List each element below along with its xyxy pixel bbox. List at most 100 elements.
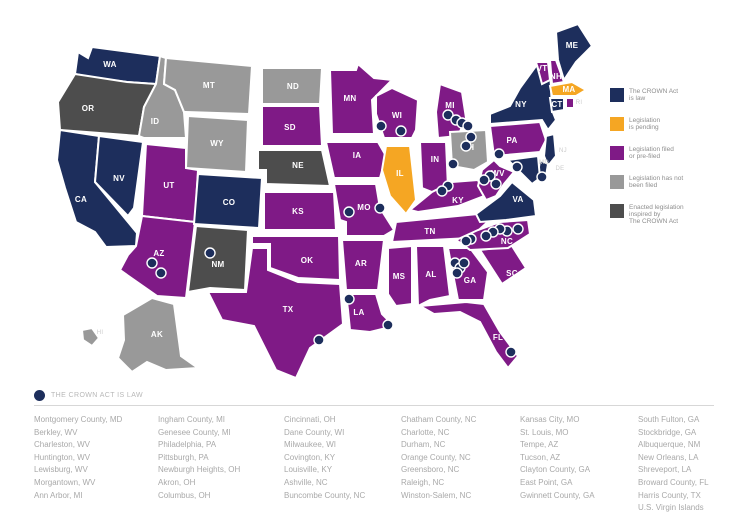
state-hi <box>80 326 101 348</box>
law-marker-dot <box>375 120 387 132</box>
label-mi: MI <box>445 101 455 110</box>
locality: Morgantown, WV <box>34 477 96 487</box>
label-ks: KS <box>292 207 304 216</box>
locality: Philadelphia, PA <box>158 440 217 450</box>
locality: Covington, KY <box>284 452 336 462</box>
locality: Newburgh Heights, OH <box>158 465 241 475</box>
law-marker-dot <box>480 230 492 242</box>
law-marker-dot <box>460 140 472 152</box>
law-marker-dot <box>460 235 472 247</box>
localities-column-3: Cincinnati, OH Dane County, WI Milwaukee… <box>284 414 404 502</box>
label-nm: NM <box>211 260 224 269</box>
locality: Chatham County, NC <box>401 415 477 424</box>
label-az: AZ <box>153 249 164 258</box>
state-nd <box>261 67 324 105</box>
locality: Columbus, OH <box>158 490 211 500</box>
localities-column-2: Ingham County, MI Genesee County, MI Phi… <box>158 414 278 502</box>
state-ms <box>387 244 413 308</box>
law-marker-dot <box>343 206 355 218</box>
label-wi: WI <box>392 111 402 120</box>
law-marker-dot <box>436 185 448 197</box>
locality: Milwaukee, WI <box>284 440 337 450</box>
law-marker-dot <box>505 346 517 358</box>
label-ri: RI <box>576 100 583 106</box>
locality: Broward County, FL <box>638 477 709 487</box>
state-ks <box>263 191 338 231</box>
label-ca: CA <box>75 195 87 204</box>
label-sd: SD <box>284 123 296 132</box>
legend-label-filed: Legislation filed or pre-filed <box>629 146 674 160</box>
locality: Akron, OH <box>158 477 196 487</box>
legend-label-not-filed: Legislation has not been filed <box>629 175 684 189</box>
label-me: ME <box>566 41 579 50</box>
label-mt: MT <box>203 81 215 90</box>
state-vt <box>534 61 552 86</box>
law-marker-dot <box>442 109 454 121</box>
state-fl <box>416 300 520 370</box>
law-marker-dot <box>343 293 355 305</box>
label-id: ID <box>151 117 160 126</box>
legend: The CROWN Act is law Legislation is pend… <box>610 88 720 233</box>
legend-swatch-enacted <box>610 88 624 102</box>
locality: Montgomery County, MD <box>34 415 123 424</box>
law-marker-dot <box>204 247 216 259</box>
label-wa: WA <box>103 60 117 69</box>
localities-column-4: Chatham County, NC Charlotte, NC Durham,… <box>401 414 521 502</box>
label-sc: SC <box>506 269 518 278</box>
legend-swatch-enacted-inspired <box>610 204 624 218</box>
label-de: DE <box>556 166 565 172</box>
state-ar <box>340 239 386 291</box>
label-co: CO <box>223 198 236 207</box>
label-ok: OK <box>301 256 314 265</box>
law-list-heading: THE CROWN ACT IS LAW <box>34 390 143 401</box>
locality: Orange County, NC <box>401 452 471 462</box>
legend-label-enacted-inspired: Enacted legislation inspired by The CROW… <box>629 204 684 225</box>
law-marker-dot <box>536 171 548 183</box>
locality: New Orleans, LA <box>638 452 699 462</box>
locality: Cincinnati, OH <box>284 415 336 424</box>
law-marker-dot <box>512 223 524 235</box>
label-ma: MA <box>562 85 575 94</box>
state-nj <box>542 132 558 168</box>
locality: Tucson, AZ <box>520 452 561 462</box>
us-map: WA OR CA NV ID MT WY UT AZ CO NM ND SD N… <box>55 22 594 380</box>
locality: Pittsburgh, PA <box>158 452 209 462</box>
locality: Clayton County, GA <box>520 465 591 475</box>
law-marker-dot <box>490 178 502 190</box>
label-wv: WV <box>491 169 505 178</box>
label-tn: TN <box>424 227 435 236</box>
label-nd: ND <box>287 82 299 91</box>
legend-label-enacted: The CROWN Act is law <box>629 88 679 102</box>
law-list-title: THE CROWN ACT IS LAW <box>51 392 144 399</box>
state-me <box>554 22 594 83</box>
state-al <box>414 245 452 308</box>
legend-label-pending: Legislation is pending <box>629 117 661 131</box>
locality: Harris County, TX <box>638 490 701 500</box>
label-ga: GA <box>464 276 477 285</box>
locality: Raleigh, NC <box>401 477 445 487</box>
state-il <box>380 145 418 216</box>
locality: Genesee County, MI <box>158 427 231 437</box>
legend-item-not-filed: Legislation has not been filed <box>610 175 720 204</box>
label-nj: NJ <box>559 148 567 154</box>
label-ne: NE <box>292 161 304 170</box>
law-marker-dot <box>465 131 477 143</box>
label-il: IL <box>396 169 404 178</box>
locality: Ann Arbor, MI <box>34 490 83 500</box>
label-va: VA <box>512 195 523 204</box>
state-ne <box>257 149 332 188</box>
label-hi: HI <box>97 330 104 336</box>
legend-swatch-pending <box>610 117 624 131</box>
locality: U.S. Virgin Islands <box>638 503 704 513</box>
label-mn: MN <box>343 94 356 103</box>
state-la <box>344 293 396 334</box>
locality: Dane County, WI <box>284 427 345 437</box>
state-mo <box>332 183 396 237</box>
label-nc: NC <box>501 237 513 246</box>
label-ar: AR <box>355 259 367 268</box>
locality: Huntington, WV <box>34 452 91 462</box>
state-ia <box>324 141 388 179</box>
label-al: AL <box>425 270 436 279</box>
state-sd <box>261 105 324 147</box>
locality: Shreveport, LA <box>638 465 692 475</box>
